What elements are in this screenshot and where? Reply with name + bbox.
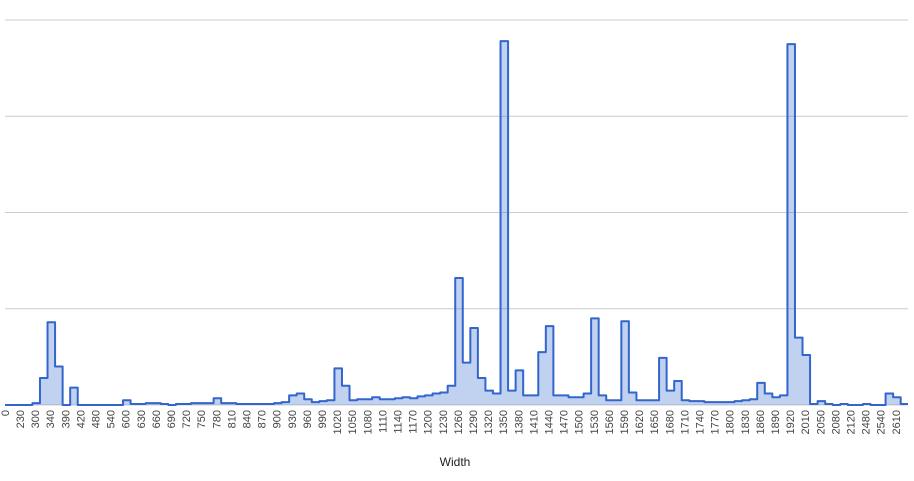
x-tick-label: 1440 [544, 410, 556, 434]
x-tick-label: 1200 [423, 410, 435, 434]
x-tick-label: 690 [166, 410, 178, 428]
x-tick-label: 2080 [830, 410, 842, 434]
x-tick-label: 1290 [468, 410, 480, 434]
x-tick-label: 2480 [861, 410, 873, 434]
x-tick-label: 0 [0, 410, 12, 416]
x-tick-label: 2120 [846, 410, 858, 434]
x-tick-label: 2050 [815, 410, 827, 434]
x-tick-label: 340 [45, 410, 57, 428]
x-tick-label: 1710 [679, 410, 691, 434]
x-tick-label: 840 [242, 410, 254, 428]
x-tick-label: 420 [75, 410, 87, 428]
x-tick-label: 1500 [574, 410, 586, 434]
x-tick-label: 300 [30, 410, 42, 428]
x-tick-label: 1020 [332, 410, 344, 434]
x-tick-label: 1860 [755, 410, 767, 434]
x-tick-label: 1770 [710, 410, 722, 434]
x-tick-label: 1380 [513, 410, 525, 434]
x-tick-label: 1260 [453, 410, 465, 434]
x-tick-label: 1410 [528, 410, 540, 434]
x-tick-label: 750 [196, 410, 208, 428]
x-tick-label: 230 [15, 410, 27, 428]
x-tick-label: 1680 [664, 410, 676, 434]
x-tick-label: 1650 [649, 410, 661, 434]
x-tick-label: 630 [136, 410, 148, 428]
x-tick-label: 480 [91, 410, 103, 428]
line [5, 40, 908, 406]
x-tick-label: 990 [317, 410, 329, 428]
x-tick-label: 1830 [740, 410, 752, 434]
x-tick-label: 2610 [891, 410, 903, 434]
area [5, 41, 908, 406]
x-tick-label: 660 [151, 410, 163, 428]
x-tick-label: 810 [226, 410, 238, 428]
x-tick-label: 960 [302, 410, 314, 428]
x-tick-label: 1560 [604, 410, 616, 434]
x-tick-label: 1140 [393, 410, 405, 434]
x-tick-label: 1470 [559, 410, 571, 434]
x-tick-label: 1530 [589, 410, 601, 434]
x-axis-label: Width [440, 455, 471, 469]
x-tick-label: 900 [272, 410, 284, 428]
x-tick-label: 1350 [498, 410, 510, 434]
x-tick-label: 1920 [785, 410, 797, 434]
x-tick-label: 1050 [347, 410, 359, 434]
x-tick-label: 1590 [619, 410, 631, 434]
x-tick-label: 1890 [770, 410, 782, 434]
x-tick-label: 1800 [725, 410, 737, 434]
x-tick-label: 720 [181, 410, 193, 428]
x-tick-label: 1620 [634, 410, 646, 434]
x-tick-label: 780 [211, 410, 223, 428]
x-tick-label: 870 [257, 410, 269, 428]
x-tick-label: 540 [106, 410, 118, 428]
x-tick-label: 1230 [438, 410, 450, 434]
x-tick-label: 2010 [800, 410, 812, 434]
x-tick-label: 1320 [483, 410, 495, 434]
x-tick-label: 1080 [362, 410, 374, 434]
x-tick-label: 390 [60, 410, 72, 428]
x-tick-label: 930 [287, 410, 299, 428]
x-tick-label: 1110 [377, 410, 389, 433]
x-tick-label: 1170 [408, 410, 420, 434]
x-tick-label: 1740 [695, 410, 707, 434]
x-tick-label: 600 [121, 410, 133, 428]
x-tick-label: 2540 [876, 410, 888, 434]
